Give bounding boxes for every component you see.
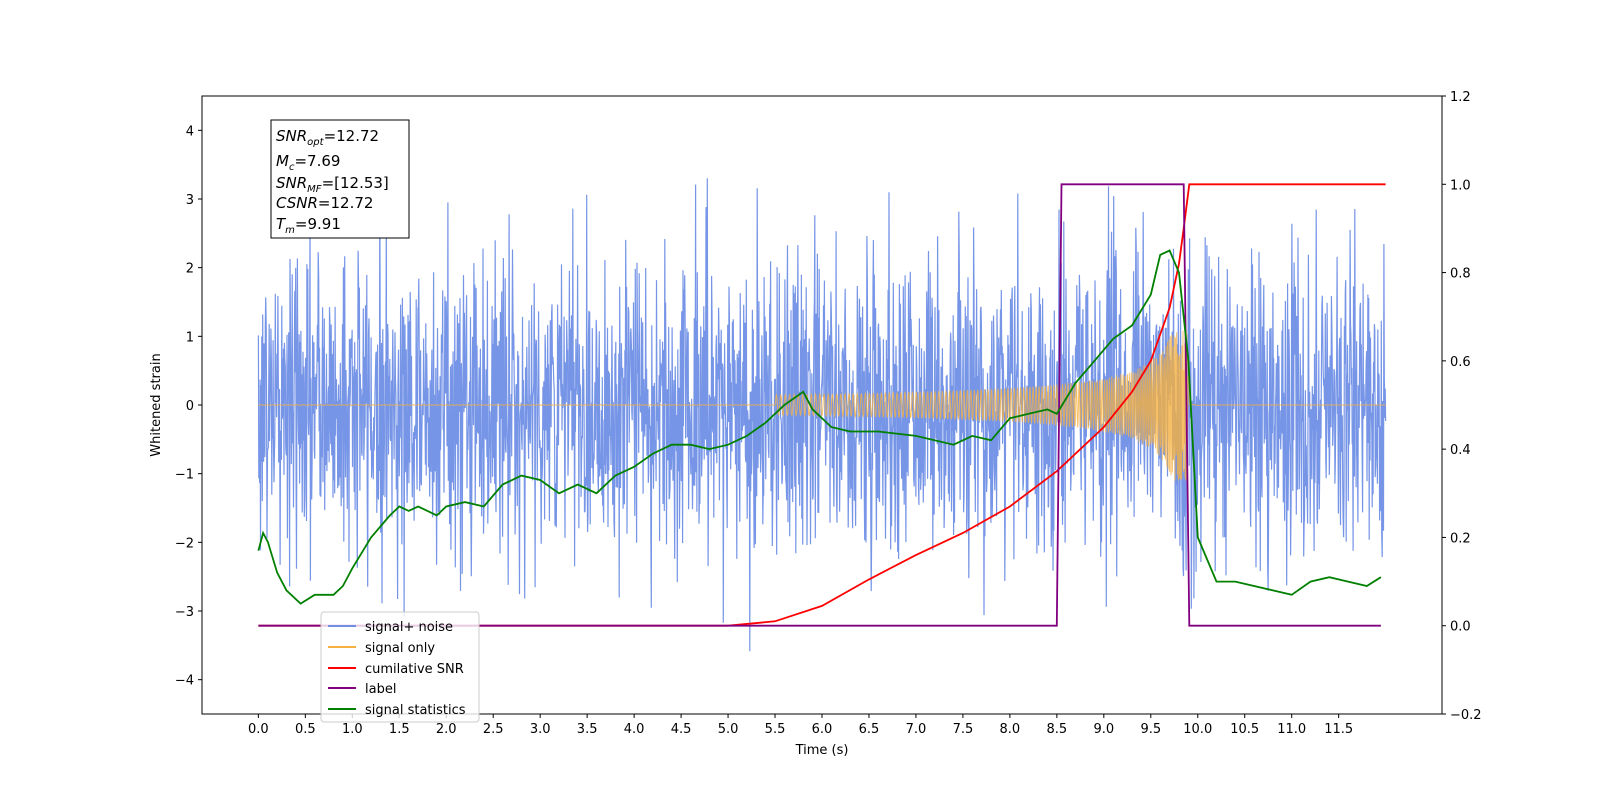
axis-ticks: 0.0 0.5 1.0 1.5 2.0 2.5 3.0 3.5 4.0 4.5 5.0 5.5 6.0 6… bbox=[175, 90, 1482, 737]
x-tick-label: 2.5 bbox=[483, 722, 504, 737]
legend-label-signal-statistics: signal statistics bbox=[365, 703, 466, 718]
x-tick-label: 9.5 bbox=[1140, 722, 1161, 737]
x-tick-label: 10.0 bbox=[1183, 722, 1212, 737]
x-tick-label: 5.5 bbox=[765, 722, 786, 737]
annotation-mc: Mc=7.69 bbox=[276, 152, 340, 173]
x-axis-label: Time (s) bbox=[795, 743, 849, 758]
series-signal-statistics bbox=[257, 249, 1382, 605]
y2-tick-label: 0.6 bbox=[1450, 355, 1471, 370]
y2-tick-label: 1.0 bbox=[1450, 178, 1471, 193]
y2-tick-label: 0.4 bbox=[1450, 443, 1471, 458]
x-tick-label: 6.0 bbox=[812, 722, 833, 737]
y-tick-label: −3 bbox=[175, 605, 194, 620]
annotation-tm: Tm=9.91 bbox=[276, 215, 341, 236]
annotation-snr-mf: SNRMF=[12.53] bbox=[276, 174, 389, 195]
y-tick-label: 1 bbox=[186, 330, 194, 345]
x-tick-label: 5.0 bbox=[718, 722, 739, 737]
y-axis-label: Whitened strain bbox=[149, 353, 164, 456]
series-label bbox=[258, 183, 1381, 627]
y2-tick-label: −0.2 bbox=[1450, 708, 1482, 723]
y2-tick-label: 0.0 bbox=[1450, 620, 1471, 635]
x-tick-label: 4.0 bbox=[624, 722, 645, 737]
annotation-csnr: CSNR=12.72 bbox=[276, 194, 373, 212]
y2-tick-label: 1.2 bbox=[1450, 90, 1471, 105]
x-tick-label: 0.0 bbox=[248, 722, 269, 737]
y-tick-label: 4 bbox=[186, 124, 194, 139]
legend-label-label: label bbox=[365, 682, 396, 697]
x-tick-label: 8.5 bbox=[1047, 722, 1068, 737]
legend-frame bbox=[320, 611, 480, 723]
x-tick-label: 4.5 bbox=[671, 722, 692, 737]
x-tick-label: 11.5 bbox=[1324, 722, 1353, 737]
series-signal-plus-noise bbox=[257, 163, 1387, 652]
x-tick-label: 1.5 bbox=[389, 722, 410, 737]
annotation-box: SNRopt=12.72 Mc=7.69 SNRMF=[12.53] CSNR=… bbox=[270, 119, 410, 239]
annotation-frame bbox=[270, 119, 410, 239]
x-tick-label: 9.0 bbox=[1093, 722, 1114, 737]
legend: signal+ noise signal only cumilative SNR… bbox=[320, 611, 480, 723]
x-tick-label: 3.0 bbox=[530, 722, 551, 737]
x-tick-label: 7.5 bbox=[953, 722, 974, 737]
x-tick-label: 6.5 bbox=[859, 722, 880, 737]
legend-label-signal-only: signal only bbox=[365, 641, 435, 656]
plot-area bbox=[257, 163, 1387, 652]
x-tick-label: 1.0 bbox=[342, 722, 363, 737]
y-tick-label: 2 bbox=[186, 262, 194, 277]
x-tick-label: 8.0 bbox=[1000, 722, 1021, 737]
y-tick-label: −1 bbox=[175, 468, 194, 483]
x-tick-label: 0.5 bbox=[295, 722, 316, 737]
series-signal-only bbox=[258, 329, 1386, 481]
x-tick-label: 10.5 bbox=[1230, 722, 1259, 737]
x-tick-label: 11.0 bbox=[1277, 722, 1306, 737]
y-tick-label: −2 bbox=[175, 536, 194, 551]
series-cumulative-snr bbox=[258, 183, 1386, 627]
legend-label-cumulative-snr: cumilative SNR bbox=[365, 662, 464, 677]
y2-tick-label: 0.8 bbox=[1450, 267, 1471, 282]
x-tick-label: 7.0 bbox=[906, 722, 927, 737]
y-tick-label: 0 bbox=[186, 399, 194, 414]
annotation-snr-opt: SNRopt=12.72 bbox=[276, 127, 379, 148]
x-tick-label: 2.0 bbox=[436, 722, 457, 737]
y2-tick-label: 0.2 bbox=[1450, 531, 1471, 546]
y-tick-label: −4 bbox=[175, 674, 194, 689]
x-tick-label: 3.5 bbox=[577, 722, 598, 737]
legend-label-signal-noise: signal+ noise bbox=[365, 620, 453, 635]
y-tick-label: 3 bbox=[186, 193, 194, 208]
